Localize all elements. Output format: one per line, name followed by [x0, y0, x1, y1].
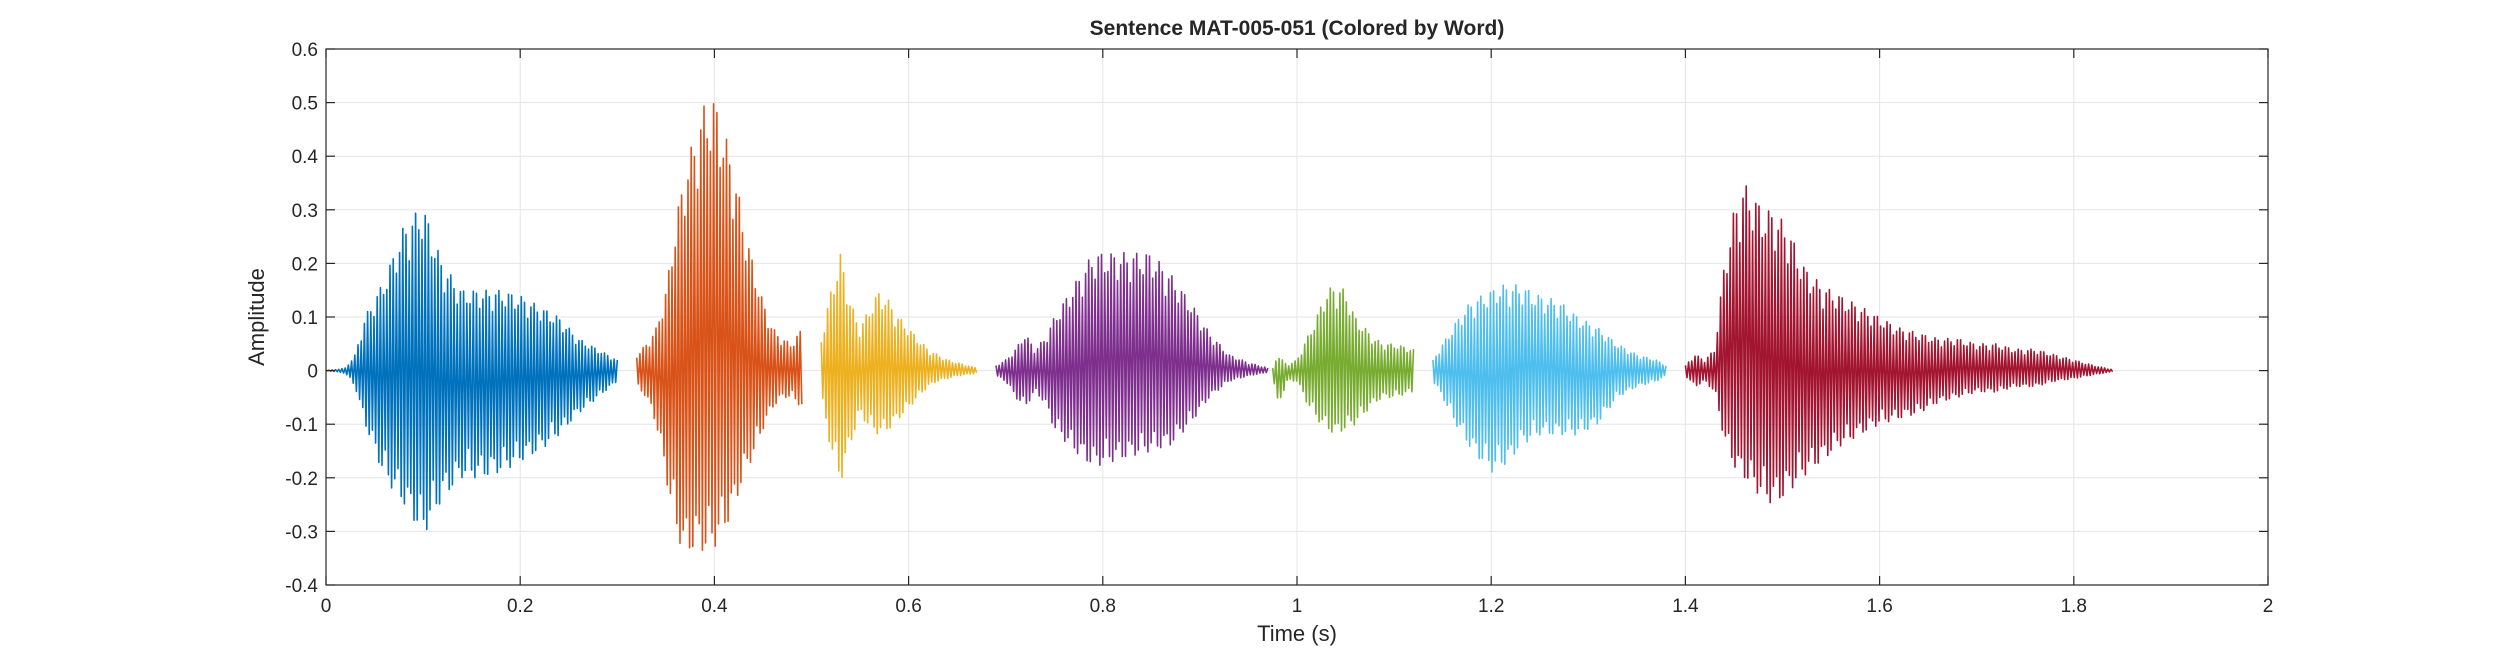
x-tick-label: 2: [2263, 596, 2274, 617]
x-tick-label: 1.2: [1478, 596, 1504, 617]
y-tick-label: -0.1: [285, 415, 318, 436]
y-axis-label: Amplitude: [244, 268, 269, 366]
y-tick-label: 0.1: [292, 308, 318, 329]
x-tick-label: 1.8: [2061, 596, 2087, 617]
x-tick-label: 1: [1292, 596, 1303, 617]
x-tick-label: 0.2: [507, 596, 533, 617]
waveform-word-6: [1432, 284, 1667, 473]
y-tick-label: 0.3: [292, 201, 318, 222]
y-tick-label: 0.2: [292, 254, 318, 275]
waveform-word-5: [1271, 287, 1415, 433]
waveform-word-3: [820, 253, 978, 479]
x-tick-label: 0.4: [701, 596, 728, 617]
x-tick-label: 0.8: [1090, 596, 1116, 617]
y-tick-label: 0: [307, 362, 318, 383]
x-tick-label: 0.6: [895, 596, 921, 617]
x-tick-label: 1.6: [1866, 596, 1892, 617]
waveform-word-2: [635, 103, 803, 552]
y-tick-label: -0.4: [285, 576, 318, 597]
waveform-word-4: [995, 251, 1269, 466]
y-tick-label: -0.2: [285, 469, 318, 490]
waveform-word-7: [1684, 185, 2114, 504]
chart-title: Sentence MAT-005-051 (Colored by Word): [1090, 17, 1505, 40]
y-tick-label: 0.6: [292, 40, 318, 61]
x-tick-label: 1.4: [1672, 596, 1699, 617]
waveform-series: [325, 103, 2114, 552]
waveform-word-1: [325, 212, 619, 531]
y-tick-label: -0.3: [285, 522, 318, 543]
x-axis-label: Time (s): [1257, 621, 1337, 646]
y-tick-label: 0.4: [292, 147, 319, 168]
y-tick-label: 0.5: [292, 94, 318, 115]
x-tick-label: 0: [321, 596, 332, 617]
axis-ticks: 0 0.2 0.4 0.6 0.8 1 1.2 1.4 1.6 1.8 2 -0.4 -0.3 -0.2 -…: [285, 40, 2273, 617]
